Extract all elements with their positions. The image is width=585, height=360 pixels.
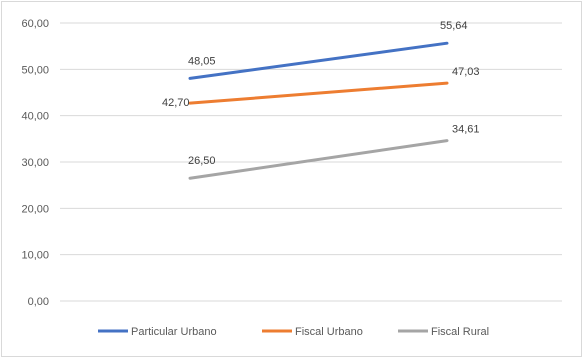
y-tick-label: 30,00	[21, 157, 49, 169]
series-lines	[188, 41, 449, 180]
y-tick-label: 10,00	[21, 250, 49, 262]
data-label: 42,70	[162, 97, 190, 109]
legend-label: Particular Urbano	[131, 326, 217, 338]
data-labels: 48,05 55,64 42,70 47,03 26,50 34,61	[162, 20, 480, 167]
y-tick-label: 60,00	[21, 18, 49, 30]
legend-label: Fiscal Urbano	[295, 326, 363, 338]
data-label: 47,03	[452, 66, 480, 78]
data-label: 48,05	[188, 55, 216, 67]
data-label: 26,50	[188, 155, 216, 167]
series-line	[188, 139, 449, 180]
data-label: 55,64	[440, 20, 468, 32]
gridlines	[60, 22, 562, 302]
series-line	[188, 41, 449, 80]
y-tick-label: 0,00	[28, 296, 49, 308]
y-axis-ticks: 0,00 10,00 20,00 30,00 40,00 50,00 60,00	[21, 18, 49, 308]
y-tick-label: 20,00	[21, 203, 49, 215]
legend: Particular Urbano Fiscal Urbano Fiscal Rur…	[98, 326, 489, 338]
y-tick-label: 50,00	[21, 64, 49, 76]
legend-label: Fiscal Rural	[431, 326, 489, 338]
y-tick-label: 40,00	[21, 111, 49, 123]
series-line	[188, 81, 449, 105]
data-label: 34,61	[452, 124, 480, 136]
